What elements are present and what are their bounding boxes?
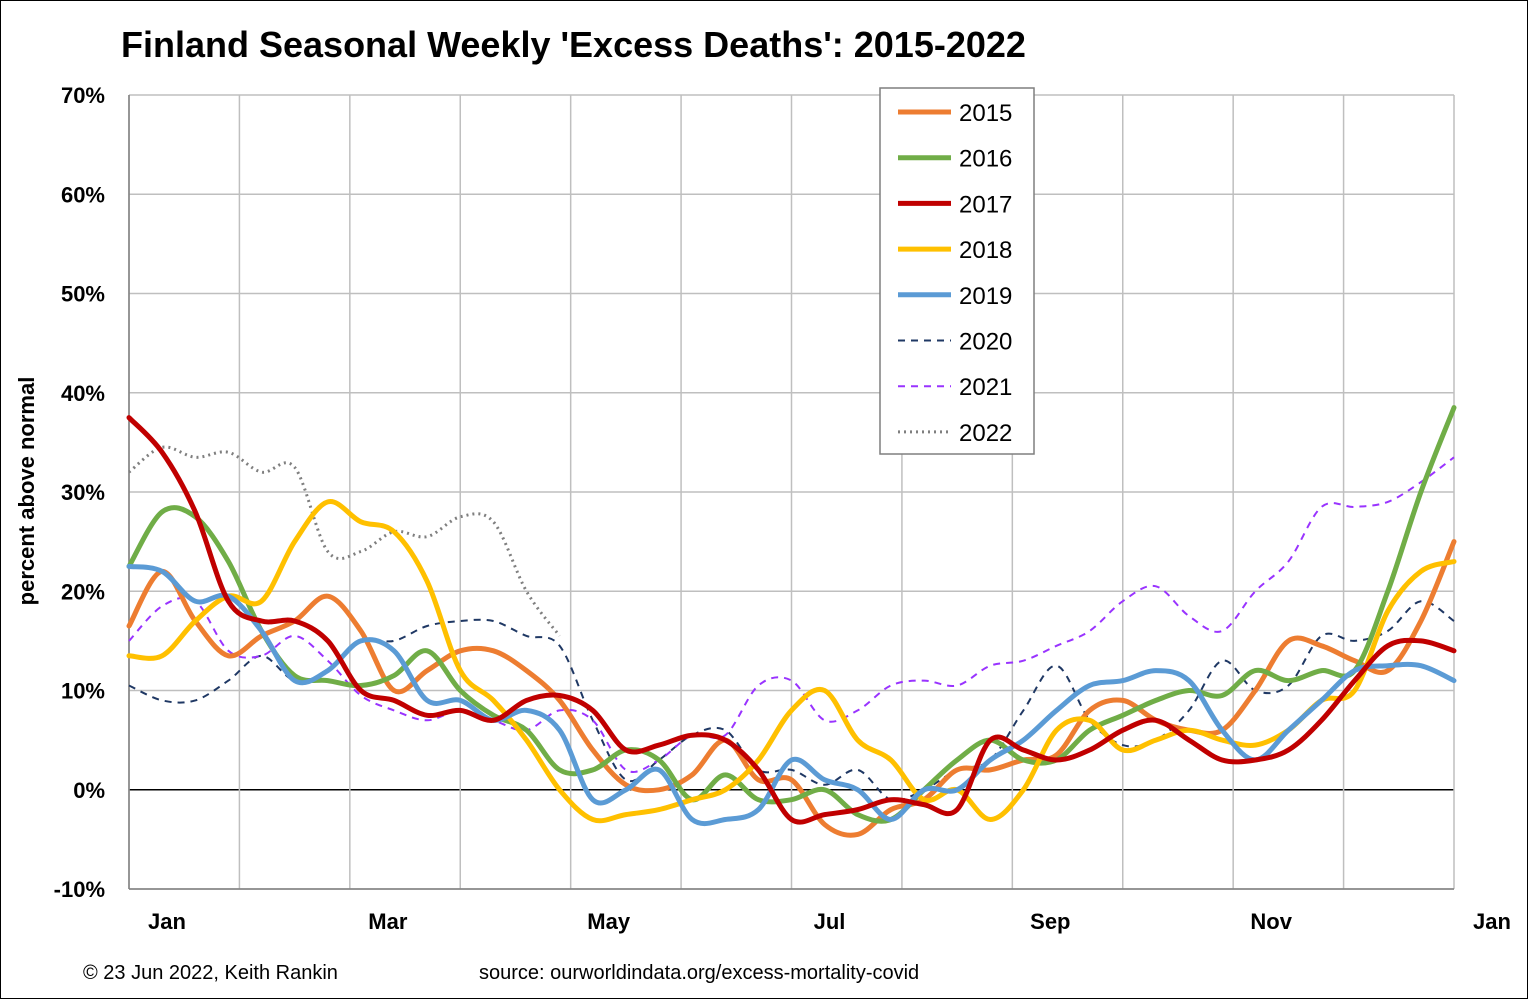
y-tick-label: 40% <box>61 381 105 406</box>
x-tick-label: Nov <box>1250 909 1292 934</box>
footer-source: source: ourworldindata.org/excess-mortal… <box>479 962 919 984</box>
y-tick-label: 70% <box>61 83 105 108</box>
legend-box <box>879 87 1035 455</box>
y-tick-label: 0% <box>73 778 105 803</box>
chart-title: Finland Seasonal Weekly 'Excess Deaths':… <box>121 24 1026 65</box>
y-tick-label: 60% <box>61 182 105 207</box>
x-tick-label: Jul <box>814 909 846 934</box>
footer-copyright: © 23 Jun 2022, Keith Rankin <box>83 962 338 984</box>
x-tick-label: Sep <box>1030 909 1070 934</box>
y-tick-label: 10% <box>61 679 105 704</box>
legend-label-2017: 2017 <box>959 191 1012 218</box>
legend-label-2022: 2022 <box>959 420 1012 447</box>
legend-label-2020: 2020 <box>959 329 1012 356</box>
y-tick-label: -10% <box>54 877 105 902</box>
series-lines <box>126 405 1457 838</box>
y-axis-label: percent above normal <box>14 377 39 606</box>
x-tick-label: May <box>587 909 631 934</box>
x-tick-label: Jan <box>148 909 186 934</box>
series-line-2016 <box>126 405 1457 824</box>
series-line-2019 <box>126 563 1457 827</box>
y-tick-label: 30% <box>61 480 105 505</box>
y-tick-label: 50% <box>61 282 105 307</box>
legend-label-2018: 2018 <box>959 237 1012 264</box>
y-tick-label: 20% <box>61 579 105 604</box>
x-tick-label: Mar <box>368 909 408 934</box>
legend: 2015 2016 2017 2018 2019 2020 2021 2022 <box>879 87 1035 455</box>
axes: -10% 0% 10% 20% 30% 40% 50% 60% 70% Jan Mar May Jul S… <box>54 83 1511 934</box>
legend-label-2016: 2016 <box>959 146 1012 173</box>
legend-label-2021: 2021 <box>959 374 1012 401</box>
legend-label-2019: 2019 <box>959 283 1012 310</box>
x-tick-label: Jan <box>1473 909 1511 934</box>
series-line-2015 <box>126 539 1457 838</box>
series-line-2017 <box>126 415 1457 825</box>
legend-label-2015: 2015 <box>959 100 1012 127</box>
